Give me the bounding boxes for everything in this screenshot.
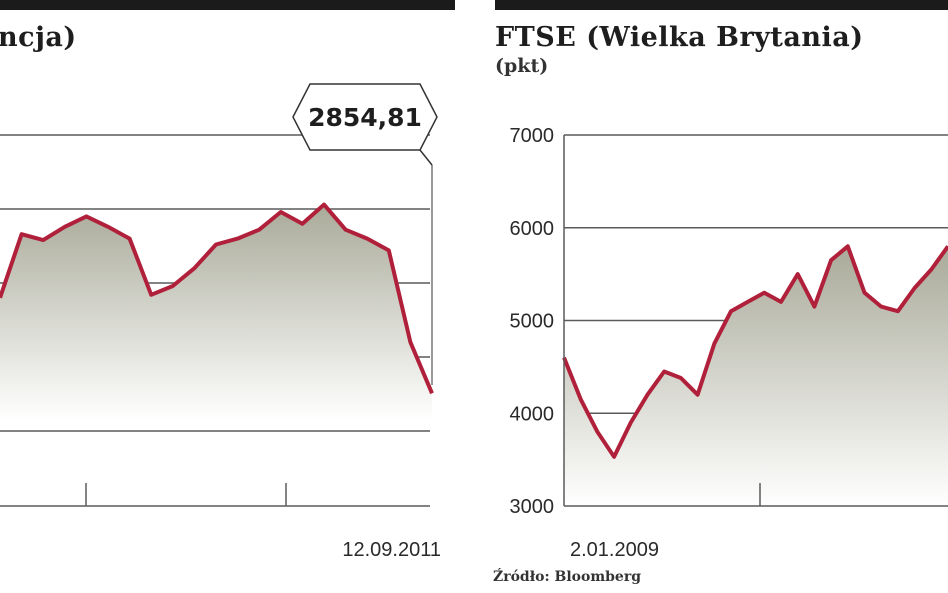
value-callout-box [292, 83, 438, 151]
right-y-tick-label: 7000 [510, 125, 555, 147]
right-header-bar [495, 0, 948, 10]
left-series-line [0, 202, 434, 395]
right-chart-unit: (pkt) [495, 55, 549, 77]
value-callout-leader [419, 149, 433, 166]
right-y-tick-label: 5000 [510, 311, 555, 333]
right-series-line [562, 244, 948, 459]
right-chart-title: FTSE (Wielka Brytania) [495, 22, 864, 53]
right-y-tick-label: 3000 [510, 496, 555, 518]
source-note: Źródło: Bloomberg [493, 569, 641, 585]
left-chart-title: ncja) [0, 22, 77, 53]
right-area-fill [564, 246, 948, 507]
left-header-bar [0, 0, 455, 10]
left-area-fill [0, 204, 432, 420]
right-y-tick-labels: 3000 4000 5000 6000 7000 [510, 125, 555, 518]
right-y-tick-label: 6000 [510, 218, 555, 240]
value-callout-text: 2854,81 [308, 103, 422, 132]
right-chart: 3000 4000 5000 6000 7000 2.01.2009 [510, 125, 948, 561]
left-chart: 2854,81 12.09.2011 [0, 83, 441, 561]
right-start-date-label: 2.01.2009 [570, 539, 659, 561]
right-y-tick-label: 4000 [510, 403, 555, 425]
left-end-date-label: 12.09.2011 [342, 539, 441, 561]
